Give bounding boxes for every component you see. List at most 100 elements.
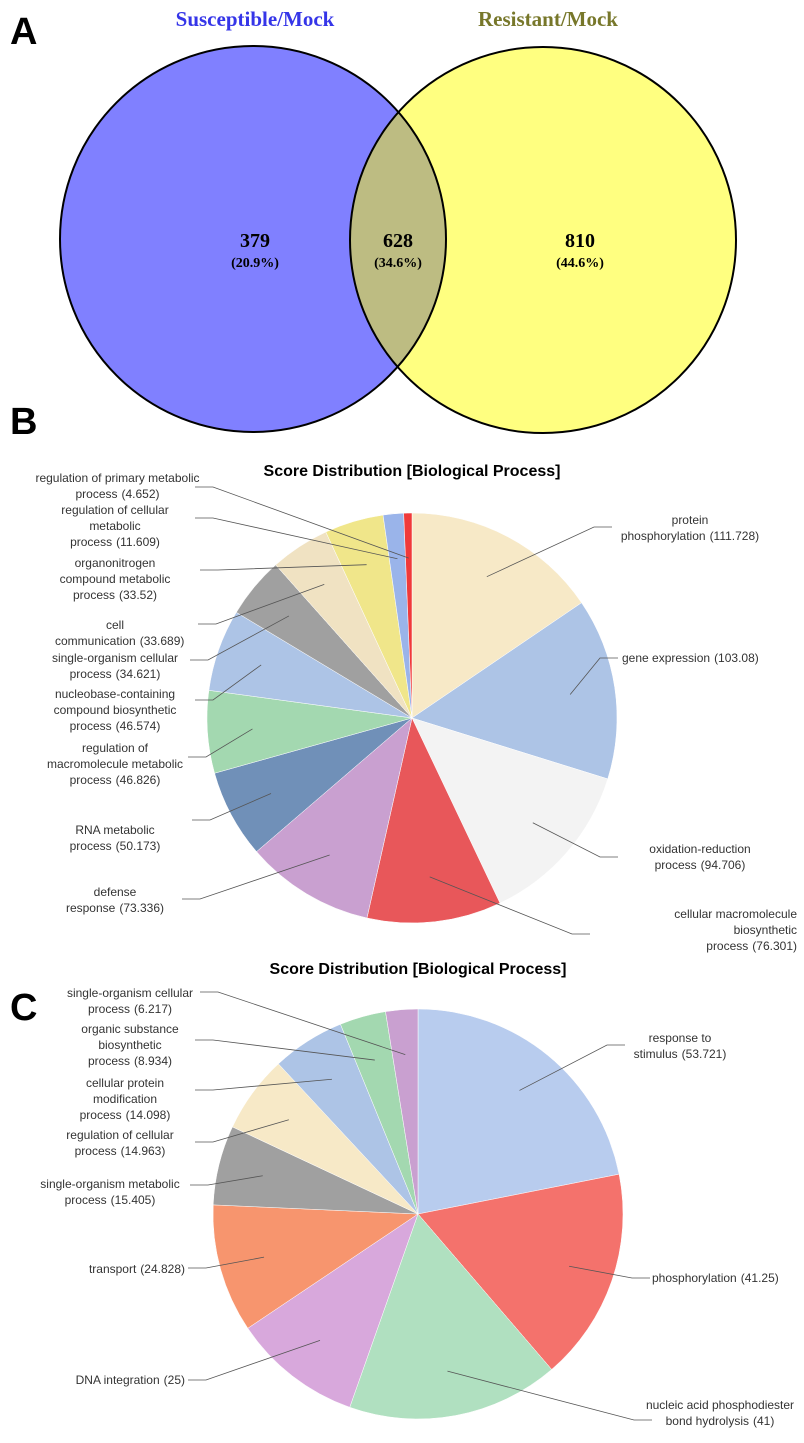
- pie-slice: [247, 1213, 419, 1408]
- slice-label: regulation of primary metabolic process(…: [35, 470, 200, 502]
- slice-label: oxidation-reduction process (94.706): [625, 841, 775, 873]
- venn-percent: (44.6%): [556, 256, 604, 271]
- slice-value: (46.826): [115, 773, 161, 787]
- pie-slice: [411, 602, 618, 780]
- slice-value: (111.728): [709, 529, 760, 543]
- leader-line: [198, 583, 325, 625]
- slice-name: DNA integration: [75, 1373, 160, 1387]
- leader-line: [188, 1339, 321, 1381]
- slice-value: (33.689): [139, 634, 185, 648]
- slice-label: regulation of macromolecule metabolic pr…: [45, 740, 185, 788]
- slice-name: regulation of primary metabolic process: [35, 471, 200, 501]
- slice-value: (4.652): [121, 487, 160, 501]
- pie-slice: [403, 512, 413, 719]
- slice-name: defense response: [65, 885, 137, 915]
- pie-slice: [385, 1008, 419, 1215]
- pie-slice: [411, 717, 609, 904]
- slice-value: (46.574): [115, 719, 161, 733]
- panel-label: A: [10, 11, 37, 53]
- slice-value: (15.405): [110, 1193, 156, 1207]
- slice-label: cellular protein modification process (14…: [55, 1075, 195, 1123]
- pie-slice: [349, 1213, 552, 1420]
- leader-line: [532, 822, 618, 858]
- slice-label: DNA integration (25): [40, 1372, 185, 1388]
- pie-slice: [417, 1173, 624, 1370]
- leader-line: [188, 1256, 265, 1269]
- leader-line: [190, 615, 290, 661]
- slice-value: (8.934): [134, 1054, 173, 1068]
- slice-name: RNA metabolic process: [69, 823, 155, 853]
- panel-label: B: [10, 401, 37, 443]
- venn-set: [350, 47, 736, 433]
- slice-label: protein phosphorylation (111.728): [610, 512, 770, 544]
- slice-name: nucleobase-containing compound biosynthe…: [53, 687, 177, 733]
- slice-value: (33.52): [119, 588, 158, 602]
- slice-name: nucleic acid phosphodiester bond hydroly…: [645, 1398, 795, 1428]
- slice-name: regulation of cellular metabolic process: [61, 503, 169, 549]
- slice-value: (14.098): [125, 1108, 171, 1122]
- slice-label: RNA metabolic process (50.173): [45, 822, 185, 854]
- venn-set: [60, 46, 446, 432]
- leader-line: [569, 1265, 650, 1279]
- leader-line: [195, 1039, 375, 1061]
- slice-label: response to stimulus (53.721): [605, 1030, 755, 1062]
- slice-name: single-organism cellular process: [51, 651, 179, 681]
- slice-value: (11.609): [116, 535, 160, 549]
- slice-label: nucleic acid phosphodiester bond hydroly…: [640, 1397, 800, 1429]
- slice-value: (73.336): [119, 901, 165, 915]
- slice-name: cell communication: [55, 618, 136, 648]
- slice-name: cellular macromolecule biosynthetic proc…: [674, 907, 797, 953]
- venn-outline: [349, 46, 737, 434]
- slice-value: (76.301): [752, 939, 797, 953]
- leader-line: [486, 526, 612, 578]
- slice-label: single-organism metabolic process (15.405…: [30, 1176, 190, 1208]
- slice-label: cellular macromolecule biosynthetic proc…: [640, 906, 797, 954]
- leader-line: [200, 564, 367, 571]
- panel-label: C: [10, 987, 37, 1029]
- slice-label: phosphorylation (41.25): [652, 1270, 804, 1286]
- slice-name: single-organism metabolic process: [40, 1177, 180, 1207]
- leader-line: [195, 517, 398, 560]
- slice-value: (24.828): [140, 1262, 185, 1276]
- slice-value: (94.706): [700, 858, 746, 872]
- venn-outline: [59, 45, 447, 433]
- slice-name: response to stimulus: [633, 1031, 712, 1061]
- slice-value: (14.963): [120, 1144, 166, 1158]
- venn-percent: (20.9%): [231, 256, 279, 271]
- slice-value: (41.25): [740, 1271, 779, 1285]
- slice-value: (6.217): [134, 1002, 173, 1016]
- leader-line: [190, 1175, 263, 1186]
- venn-count: 810: [565, 230, 595, 252]
- slice-name: cellular protein modification process: [79, 1076, 165, 1122]
- leader-line: [192, 793, 272, 821]
- slice-label: organic substance biosynthetic process (8…: [60, 1021, 200, 1069]
- leader-line: [447, 1370, 652, 1421]
- leader-line: [195, 664, 262, 701]
- slice-label: gene expression (103.08): [622, 650, 802, 666]
- pie-slice: [256, 717, 413, 919]
- pie-slice: [366, 717, 501, 924]
- slice-value: (103.08): [714, 651, 759, 665]
- leader-line: [195, 1119, 289, 1143]
- slice-name: phosphorylation: [652, 1271, 737, 1285]
- slice-value: (25): [163, 1373, 185, 1387]
- leader-line: [182, 854, 330, 900]
- slice-label: organonitrogen compound metabolic proces…: [50, 555, 180, 603]
- pie-slice: [411, 512, 582, 719]
- leader-line: [569, 657, 618, 695]
- leader-line: [519, 1044, 625, 1091]
- slice-name: regulation of macromolecule metabolic pr…: [46, 741, 184, 787]
- pie-slice: [212, 1204, 419, 1329]
- pie-slice: [417, 1008, 620, 1215]
- slice-name: single-organism cellular process: [66, 986, 194, 1016]
- slice-label: regulation of cellular metabolic process…: [50, 502, 180, 550]
- leader-line: [195, 486, 409, 559]
- slice-label: regulation of cellular process (14.963): [50, 1127, 190, 1159]
- slice-name: oxidation-reduction process: [649, 842, 751, 872]
- slice-label: single-organism cellular process (6.217): [50, 985, 210, 1017]
- slice-value: (53.721): [681, 1047, 727, 1061]
- slice-label: transport (24.828): [40, 1261, 185, 1277]
- venn-count: 628: [383, 230, 413, 252]
- venn-percent: (34.6%): [374, 256, 422, 271]
